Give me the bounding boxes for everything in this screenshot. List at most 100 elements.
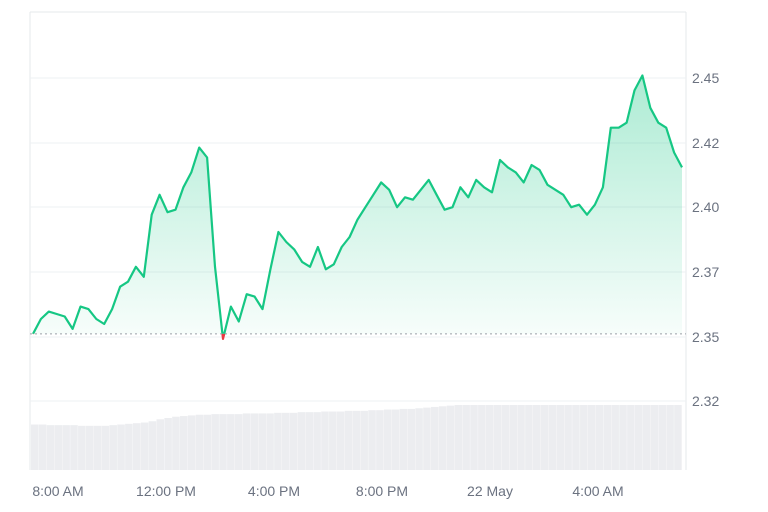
volume-bar	[70, 425, 78, 470]
volume-bar	[642, 405, 651, 470]
volume-bar	[117, 424, 125, 470]
volume-bar	[336, 411, 345, 470]
volume-bar	[180, 416, 188, 470]
volume-bar	[478, 405, 486, 470]
volume-bar	[619, 405, 627, 470]
volume-bar	[289, 412, 298, 470]
volume-bar	[634, 405, 643, 470]
volume-bar	[321, 411, 329, 470]
volume-bar	[525, 405, 533, 470]
y-tick-label: 2.40	[692, 199, 719, 215]
x-axis-ticks: 8:00 AM 12:00 PM 4:00 PM 8:00 PM 22 May 4:00 …	[32, 483, 623, 499]
volume-bar	[172, 416, 180, 470]
x-tick-label: 12:00 PM	[136, 483, 196, 499]
volume-bar	[415, 408, 423, 470]
x-tick-label: 8:00 PM	[356, 483, 408, 499]
price-line	[32, 74, 683, 340]
volume-bar	[329, 411, 337, 470]
x-tick-label: 22 May	[467, 483, 513, 499]
volume-bar	[211, 414, 219, 470]
volume-bar	[556, 405, 565, 470]
volume-bar	[470, 405, 478, 470]
volume-bar	[658, 405, 667, 470]
volume-bar	[627, 405, 635, 470]
volume-bar	[101, 425, 110, 470]
volume-bar	[187, 415, 196, 470]
volume-bar	[360, 410, 368, 470]
volume-bar	[93, 425, 102, 470]
volume-bar	[164, 418, 172, 470]
volume-bar	[564, 405, 572, 470]
volume-bar	[305, 412, 314, 470]
volume-bars	[31, 405, 682, 470]
volume-bar	[587, 405, 596, 470]
volume-bar	[313, 412, 321, 470]
y-tick-label: 2.32	[692, 393, 719, 409]
volume-bar	[603, 405, 612, 470]
volume-bar	[227, 414, 235, 470]
volume-bar	[109, 425, 117, 470]
volume-bar	[368, 410, 376, 470]
volume-bar	[46, 425, 55, 470]
volume-bar	[31, 424, 39, 470]
volume-bar	[281, 412, 290, 470]
volume-bar	[407, 408, 416, 470]
volume-bar	[423, 407, 431, 470]
volume-bar	[242, 413, 251, 470]
volume-bar	[674, 405, 682, 470]
price-area-fill	[33, 75, 682, 334]
volume-bar	[148, 421, 157, 470]
volume-bar	[532, 405, 541, 470]
volume-bar	[431, 406, 439, 470]
volume-bar	[250, 413, 259, 470]
volume-bar	[266, 413, 274, 470]
volume-bar	[344, 410, 353, 470]
volume-bar	[78, 425, 86, 470]
volume-bar	[485, 405, 494, 470]
volume-bar	[383, 409, 392, 470]
y-axis-ticks: 2.45 2.42 2.40 2.37 2.35 2.32	[692, 70, 719, 409]
volume-bar	[352, 410, 361, 470]
volume-bar	[62, 425, 70, 470]
volume-bar	[611, 405, 619, 470]
volume-bar	[234, 414, 243, 470]
volume-bar	[132, 423, 141, 470]
volume-bar	[501, 405, 510, 470]
volume-bar	[156, 419, 165, 470]
volume-bar	[297, 412, 306, 470]
volume-bar	[517, 405, 525, 470]
volume-bar	[219, 414, 227, 470]
volume-bar	[258, 413, 266, 470]
volume-bar	[580, 405, 588, 470]
volume-bar	[446, 405, 455, 470]
volume-bar	[274, 412, 282, 470]
volume-bar	[548, 405, 557, 470]
volume-bar	[125, 423, 133, 470]
volume-bar	[454, 405, 463, 470]
volume-bar	[572, 405, 580, 470]
volume-bar	[85, 425, 94, 470]
x-tick-label: 4:00 AM	[572, 483, 623, 499]
volume-bar	[399, 408, 408, 470]
price-area	[33, 75, 682, 334]
volume-bar	[462, 405, 470, 470]
plot-frame	[29, 11, 687, 470]
volume-bar	[438, 406, 447, 470]
volume-bar	[140, 422, 149, 470]
volume-bar	[54, 425, 63, 470]
volume-bar	[38, 424, 47, 470]
volume-bar	[650, 405, 659, 470]
y-tick-label: 2.45	[692, 70, 719, 86]
y-tick-label: 2.37	[692, 264, 719, 280]
y-tick-label: 2.35	[692, 329, 719, 345]
volume-bar	[595, 405, 604, 470]
x-tick-label: 8:00 AM	[32, 483, 83, 499]
volume-bar	[195, 414, 204, 470]
volume-bar	[376, 410, 384, 470]
volume-bar	[509, 405, 517, 470]
y-tick-label: 2.42	[692, 135, 719, 151]
price-line-up	[32, 74, 683, 334]
volume-bar	[203, 414, 212, 470]
